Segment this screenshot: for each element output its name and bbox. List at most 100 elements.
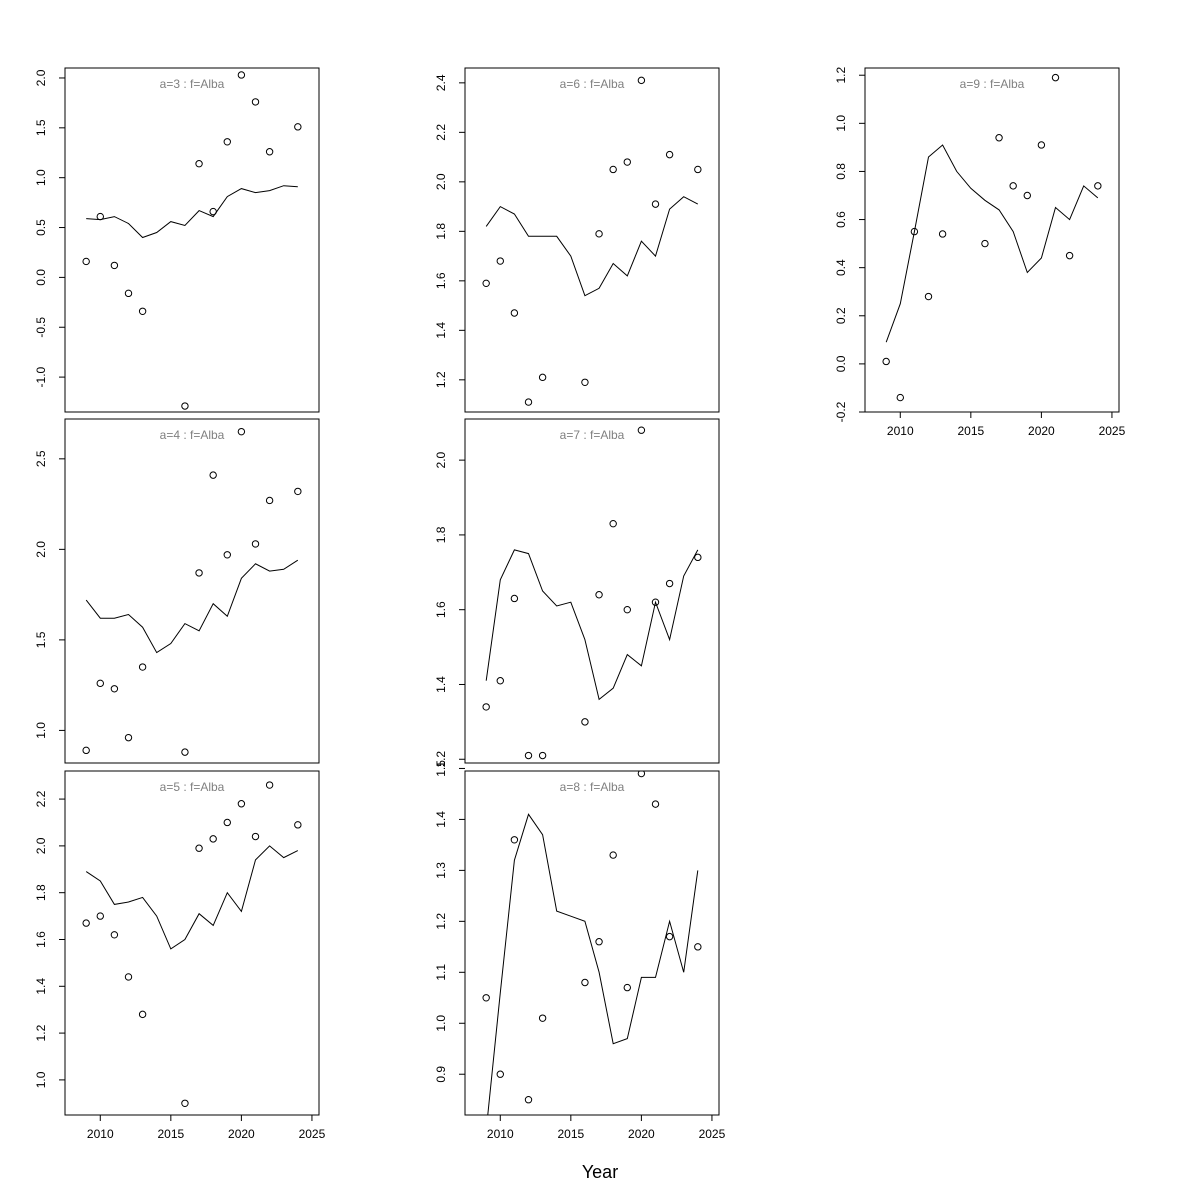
fitted-line xyxy=(485,549,699,701)
observed-point xyxy=(237,800,246,808)
observed-point xyxy=(110,931,119,939)
x-tick-label: 2020 xyxy=(1028,424,1055,438)
x-tick-label: 2015 xyxy=(157,1127,184,1141)
observed-point xyxy=(96,679,104,688)
plot-area xyxy=(82,427,302,756)
observed-point xyxy=(896,393,904,402)
observed-point xyxy=(665,932,674,941)
panel-frame xyxy=(464,67,720,413)
observed-point xyxy=(251,832,260,841)
y-tick-label: -0.2 xyxy=(834,401,848,422)
y-tick-label: 2.0 xyxy=(34,837,48,854)
observed-point xyxy=(665,579,674,588)
panel-title: a=6 : f=Alba xyxy=(560,77,625,91)
fitted-line xyxy=(885,144,1099,343)
panel-title: a=7 : f=Alba xyxy=(560,428,625,442)
y-tick-label: 1.3 xyxy=(434,862,448,879)
panel-frame xyxy=(64,418,320,764)
observed-point xyxy=(623,983,631,992)
observed-point xyxy=(138,1010,147,1019)
x-tick-label: 2015 xyxy=(557,1127,584,1141)
panel-2: 1.0 1.5 2.0 2.5 a=4 : f=Alba xyxy=(34,418,320,764)
observed-point xyxy=(981,239,989,248)
y-tick-label: 0.0 xyxy=(34,269,48,286)
y-tick-label: 1.5 xyxy=(34,631,48,648)
observed-point xyxy=(237,71,246,79)
y-tick-label: 0.8 xyxy=(834,163,848,180)
observed-point xyxy=(223,551,231,559)
observed-point xyxy=(882,357,890,366)
panel-frame xyxy=(464,770,720,1116)
x-tick-label: 2010 xyxy=(487,1127,514,1141)
observed-point xyxy=(623,158,631,166)
observed-point xyxy=(1009,182,1017,190)
y-tick-label: 2.0 xyxy=(434,173,448,190)
observed-point xyxy=(195,160,203,168)
observed-point xyxy=(637,771,646,778)
observed-point xyxy=(581,978,589,987)
observed-point xyxy=(1037,141,1046,149)
x-tick-label: 2015 xyxy=(957,424,984,438)
observed-point xyxy=(482,279,490,288)
observed-point xyxy=(609,851,617,859)
y-tick-label: 1.4 xyxy=(434,322,448,339)
observed-point xyxy=(124,733,133,742)
x-tick-label: 2010 xyxy=(87,1127,114,1141)
observed-point xyxy=(195,569,203,577)
observed-point xyxy=(1051,73,1060,82)
y-tick-label: -0.5 xyxy=(34,317,48,338)
fitted-line xyxy=(85,845,299,950)
panel-title: a=9 : f=Alba xyxy=(960,77,1025,91)
y-tick-label: 1.4 xyxy=(434,676,448,693)
panel-frame xyxy=(64,770,320,1116)
observed-point xyxy=(265,496,274,505)
observed-point xyxy=(524,398,533,406)
x-axis-title: Year xyxy=(582,1162,618,1182)
y-tick-label: 2.2 xyxy=(34,790,48,807)
observed-point xyxy=(694,165,702,174)
observed-point xyxy=(496,257,504,265)
y-tick-label: 2.2 xyxy=(434,124,448,141)
observed-point xyxy=(265,781,274,789)
x-tick-label: 2025 xyxy=(299,1127,326,1141)
observed-point xyxy=(623,605,631,614)
y-tick-label: 2.0 xyxy=(34,541,48,558)
y-tick-label: 0.4 xyxy=(834,259,848,276)
observed-point xyxy=(538,751,547,760)
observed-point xyxy=(538,1014,547,1022)
y-tick-label: -1.0 xyxy=(34,366,48,387)
y-tick-label: 1.2 xyxy=(434,913,448,930)
observed-point xyxy=(651,200,660,208)
observed-point xyxy=(138,663,147,671)
y-tick-label: 1.1 xyxy=(434,964,448,981)
panel-frame xyxy=(64,67,320,413)
panel-title: a=3 : f=Alba xyxy=(160,77,225,91)
observed-point xyxy=(651,598,660,606)
y-tick-label: 1.2 xyxy=(834,67,848,84)
observed-point xyxy=(110,261,119,270)
observed-point xyxy=(294,123,302,131)
y-tick-label: 1.2 xyxy=(34,1024,48,1041)
y-tick-label: 0.9 xyxy=(434,1066,448,1083)
fitted-line xyxy=(487,813,699,1115)
observed-point xyxy=(124,289,133,298)
observed-point xyxy=(694,553,702,562)
y-tick-label: 2.0 xyxy=(434,451,448,468)
x-tick-label: 2025 xyxy=(1099,424,1126,438)
observed-point xyxy=(237,427,246,436)
y-tick-label: 1.0 xyxy=(34,1071,48,1088)
observed-point xyxy=(82,746,90,755)
observed-point xyxy=(1094,182,1102,190)
observed-point xyxy=(82,257,90,266)
y-tick-label: 1.4 xyxy=(34,978,48,995)
observed-point xyxy=(181,1099,189,1107)
observed-point xyxy=(251,540,260,548)
observed-point xyxy=(595,938,603,946)
y-tick-label: 0.6 xyxy=(834,211,848,228)
y-tick-label: 1.5 xyxy=(434,760,448,777)
observed-point xyxy=(223,138,231,146)
panel-title: a=5 : f=Alba xyxy=(160,780,225,794)
y-tick-label: 1.0 xyxy=(34,722,48,739)
observed-point xyxy=(595,230,603,238)
y-tick-label: 1.2 xyxy=(434,371,448,388)
